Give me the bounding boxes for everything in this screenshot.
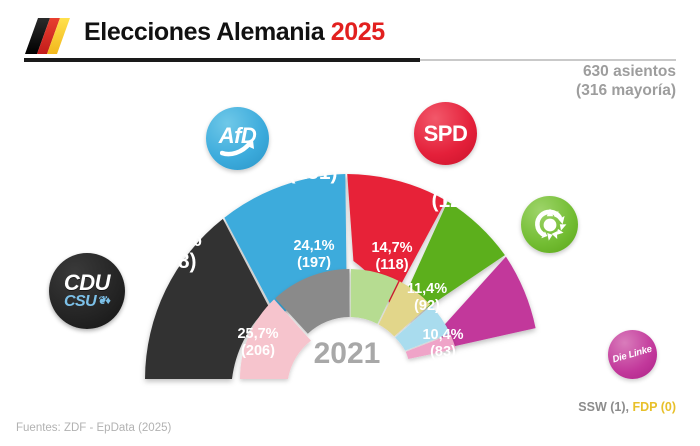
spd-label: SPD <box>423 120 468 146</box>
title-year: 2025 <box>330 18 385 46</box>
label-linke-pct: 8,8% <box>549 333 597 356</box>
outer-slice-linke[interactable] <box>438 256 536 349</box>
label-prev-afd-seats: (83) <box>430 344 456 360</box>
label-greens-seats: (85) <box>529 279 566 302</box>
party-badge-afd[interactable]: AfD <box>206 107 269 170</box>
outer-slice-cdu[interactable] <box>145 218 269 379</box>
label-prev-afd-pct: 10,4% <box>422 327 463 343</box>
header: Elecciones Alemania 2025 <box>24 14 676 62</box>
party-badge-die-linke[interactable]: Die Linke <box>608 330 657 379</box>
gauge-svg: 28,5% (208) 20,8% (151) 16,4% (121) 11,6… <box>142 139 597 385</box>
die-linke-label: Die Linke <box>611 343 654 366</box>
legend-ssw: SSW (1), <box>578 400 633 414</box>
label-prev-spd-seats: (197) <box>297 255 331 271</box>
seats-total: 630 asientos <box>582 63 676 80</box>
label-linke-seats: (64) <box>554 355 591 378</box>
source-credit: Fuentes: ZDF - EpData (2025) <box>16 422 172 434</box>
label-prev-fdp-pct: 11,4% <box>407 281 447 297</box>
outer-slice-greens[interactable] <box>404 201 505 322</box>
label-prev-linke-pct: 4,9% <box>420 373 446 385</box>
label-prev-greens-seats: (118) <box>375 257 408 273</box>
title-main: Elecciones Alemania <box>84 18 325 46</box>
afd-arrow-icon <box>220 140 254 157</box>
inner-slice-linke[interactable] <box>405 334 456 360</box>
label-prev-fdp-seats: (92) <box>414 298 440 314</box>
seats-majority: (316 mayoría) <box>576 82 676 99</box>
label-cdu-seats: (208) <box>147 250 196 273</box>
label-cdu-pct: 28,5% <box>142 228 202 251</box>
inner-slice-fdp[interactable] <box>378 281 431 337</box>
party-badge-greens[interactable] <box>521 196 578 253</box>
inner-slice-spd[interactable] <box>275 269 350 334</box>
label-spd-pct: 16,4% <box>426 167 486 190</box>
party-badge-cdu-csu[interactable]: CDU CSU ❦♦ <box>49 253 125 329</box>
label-afd-seats: (151) <box>288 161 337 184</box>
seats-gauge-chart: 28,5% (208) 20,8% (151) 16,4% (121) 11,6… <box>0 72 700 402</box>
party-badge-spd[interactable]: SPD <box>414 102 477 165</box>
label-afd-pct: 20,8% <box>283 139 343 162</box>
label-prev-spd-pct: 24,1% <box>293 238 334 254</box>
csu-label-row: CSU ❦♦ <box>63 292 111 310</box>
label-prev-cdu-seats: (206) <box>241 343 275 359</box>
outer-labels: 28,5% (208) 20,8% (151) 16,4% (121) 11,6… <box>142 139 597 378</box>
label-prev-cdu-pct: 25,7% <box>237 326 278 342</box>
header-rule-dark <box>24 58 420 62</box>
label-prev-greens-pct: 14,7% <box>371 240 412 256</box>
inner-labels: 25,7% (206) 24,1% (197) 14,7% (118) 11,4… <box>237 238 483 385</box>
label-prev-linke-seats: (39) <box>465 372 484 384</box>
inner-ring-2021 <box>239 269 456 379</box>
csu-label: CSU <box>63 292 97 310</box>
header-rule-light <box>420 59 676 61</box>
inner-slice-cdu[interactable] <box>239 299 311 379</box>
page-title: Elecciones Alemania 2025 <box>84 18 385 47</box>
minor-parties-legend: SSW (1), FDP (0) <box>578 400 676 414</box>
inner-slice-afd[interactable] <box>395 305 450 351</box>
label-greens-pct: 11,6% <box>519 257 578 280</box>
label-spd-seats: (121) <box>431 189 480 212</box>
inner-slice-greens[interactable] <box>350 269 399 324</box>
seats-note: 630 asientos (316 mayoría) <box>576 62 676 100</box>
cdu-label: CDU <box>63 269 111 295</box>
csu-emblem-icon: ❦♦ <box>97 294 111 307</box>
german-flag-icon <box>25 18 70 54</box>
sunflower-icon <box>534 208 566 241</box>
legend-fdp: FDP (0) <box>632 400 676 414</box>
center-year-label: 2021 <box>314 337 381 370</box>
